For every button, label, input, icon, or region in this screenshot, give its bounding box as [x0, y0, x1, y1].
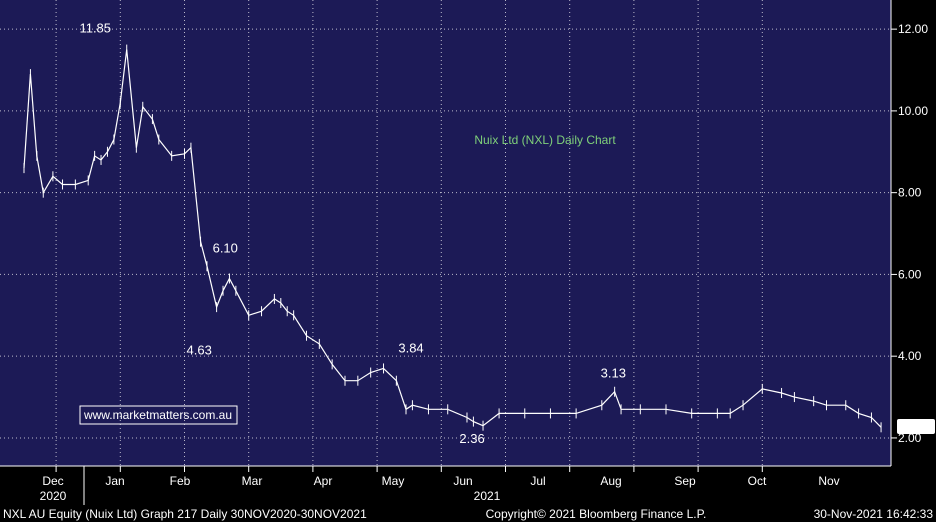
- x-year-label: 2020: [40, 489, 67, 503]
- price-annotation: 2.36: [459, 431, 484, 446]
- y-tick-label: 4.00: [898, 349, 922, 363]
- price-line: [23, 49, 882, 428]
- plot-area: [0, 0, 891, 466]
- x-tick-label: Jan: [105, 474, 124, 488]
- x-axis-ticks: Dec Jan Feb Mar Apr May Jun Jul Aug Sep Oct Nov 2020…: [40, 466, 840, 505]
- x-tick-label: Aug: [600, 474, 621, 488]
- price-annotation: 11.85: [79, 20, 111, 35]
- y-axis-ticks: 2.00 4.00 6.00 8.00 10.00 12.00: [891, 22, 928, 445]
- current-price-badge-bg: [897, 419, 935, 434]
- x-year-label: 2021: [474, 489, 501, 503]
- y-tick-label: 8.00: [898, 186, 922, 200]
- price-series: [23, 44, 882, 433]
- x-tick-label: Apr: [314, 474, 333, 488]
- y-tick-label: 2.00: [898, 431, 922, 445]
- x-tick-label: May: [382, 474, 405, 488]
- price-annotation: 6.10: [213, 240, 238, 255]
- current-price-value: 2.26: [904, 420, 928, 434]
- x-tick-label: Oct: [748, 474, 767, 488]
- x-tick-label: Nov: [818, 474, 839, 488]
- watermark-border: [79, 405, 238, 425]
- x-tick-label: Sep: [674, 474, 696, 488]
- footer-timestamp: 30-Nov-2021 16:42:33: [814, 507, 934, 521]
- price-annotations: 11.85 6.10 4.63 3.84 2.36 3.13: [79, 20, 625, 446]
- y-tick-label: 6.00: [898, 267, 922, 281]
- watermark-box[interactable]: www.marketmatters.com.au: [79, 405, 238, 425]
- x-tick-label: Feb: [170, 474, 191, 488]
- x-tick-label: Jul: [530, 474, 545, 488]
- y-tick-label: 12.00: [898, 22, 928, 36]
- price-annotation: 4.63: [187, 342, 212, 357]
- x-tick-label: Dec: [42, 474, 63, 488]
- current-price-badge: 2.26: [897, 419, 935, 434]
- axis-lines: [0, 0, 892, 467]
- chart-title: Nuix Ltd (NXL) Daily Chart: [474, 133, 616, 147]
- watermark-link[interactable]: www.marketmatters.com.au: [83, 408, 232, 422]
- y-tick-label: 10.00: [898, 104, 928, 118]
- price-annotation: 3.84: [398, 341, 423, 356]
- x-tick-label: Mar: [242, 474, 263, 488]
- x-tick-label: Jun: [453, 474, 472, 488]
- footer-security: NXL AU Equity (Nuix Ltd) Graph 217 Daily…: [3, 507, 367, 521]
- footer-copyright: Copyright© 2021 Bloomberg Finance L.P.: [486, 507, 707, 521]
- price-annotation: 3.13: [601, 366, 626, 381]
